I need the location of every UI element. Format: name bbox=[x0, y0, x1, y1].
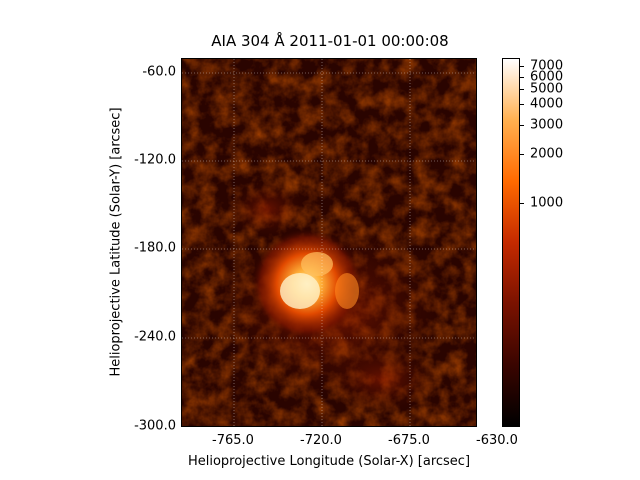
y-tick-label: -300.0 bbox=[134, 418, 176, 434]
y-tick-label: -240.0 bbox=[134, 329, 176, 345]
solar-image-panel bbox=[181, 58, 477, 427]
y-tick-label: -60.0 bbox=[142, 64, 176, 80]
y-axis-label: Helioprojective Latitude (Solar-Y) [arcs… bbox=[108, 107, 124, 377]
y-tick-label: -120.0 bbox=[134, 152, 176, 168]
x-axis-label: Helioprojective Longitude (Solar-X) [arc… bbox=[187, 454, 471, 469]
solar-image bbox=[182, 59, 476, 426]
x-tick-label: -630.0 bbox=[476, 433, 518, 448]
x-tick-label: -675.0 bbox=[388, 433, 430, 448]
y-tick-label: -180.0 bbox=[134, 240, 176, 256]
x-tick-label: -720.0 bbox=[300, 433, 342, 448]
x-tick-label: -765.0 bbox=[212, 433, 254, 448]
colorbar-tick: 7000 bbox=[530, 58, 564, 74]
colorbar-tick: 1000 bbox=[530, 195, 564, 211]
colorbar-tick: 2000 bbox=[530, 146, 564, 162]
figure-title: AIA 304 Å 2011-01-01 00:00:08 bbox=[211, 32, 449, 50]
colorbar-tick: 3000 bbox=[530, 117, 564, 133]
colorbar-tick: 5000 bbox=[530, 81, 564, 97]
colorbar-tick: 6000 bbox=[530, 69, 564, 85]
colorbar-tick: 4000 bbox=[530, 96, 564, 112]
colorbar bbox=[502, 58, 520, 427]
